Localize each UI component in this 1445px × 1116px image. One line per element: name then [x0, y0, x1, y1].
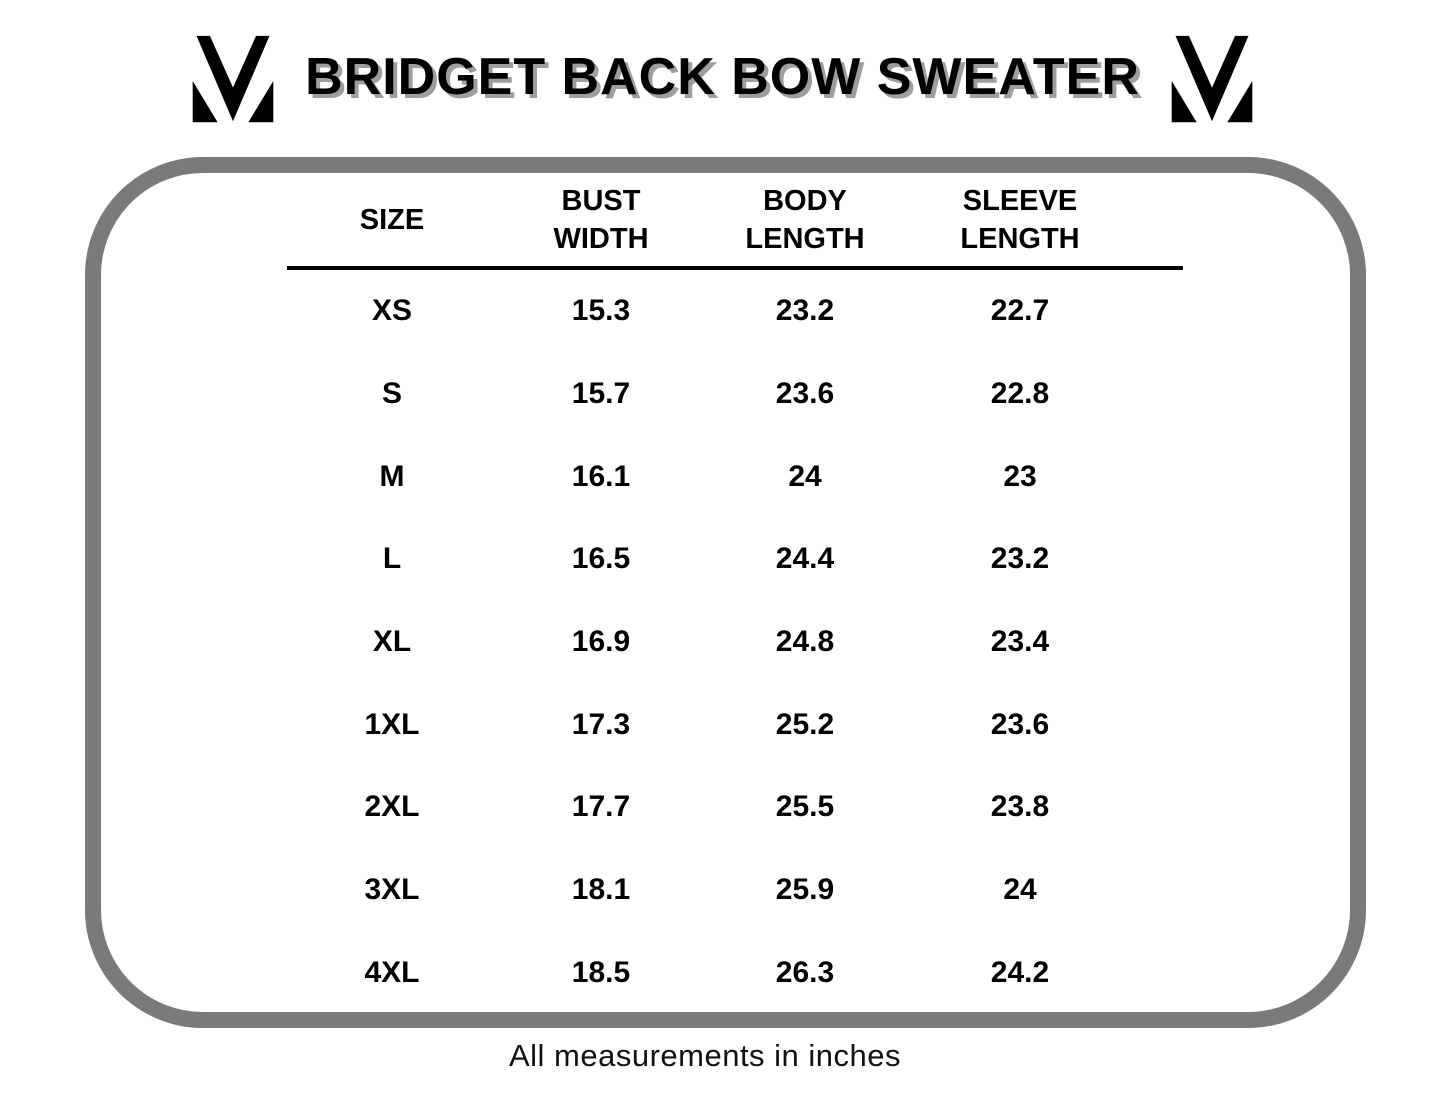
bust-width-value: 16.9 [571, 625, 631, 659]
size-label: M [379, 459, 405, 493]
bust-width-value: 18.1 [571, 873, 631, 907]
sleeve-length-value: 24 [1003, 873, 1037, 907]
column-header-bust-width: BUST WIDTH [553, 185, 649, 255]
chart-frame [85, 157, 1366, 1028]
bust-width-value: 17.3 [571, 707, 631, 741]
page-title: BRIDGET BACK BOW SWEATER [305, 47, 1140, 106]
body-length-value: 24.4 [775, 542, 835, 576]
bust-width-value: 15.7 [571, 377, 631, 411]
sleeve-length-value: 23.4 [990, 625, 1050, 659]
body-length-value: 25.9 [775, 873, 835, 907]
size-label: XS [371, 294, 413, 328]
sleeve-length-value: 23 [1003, 459, 1037, 493]
bust-width-value: 18.5 [571, 955, 631, 989]
size-label: 2XL [364, 790, 420, 824]
table-header-row: SIZE BUST WIDTH BODY LENGTH SLEEVE LENGT… [287, 183, 1183, 259]
table-row-3xl: 3XL 18.1 25.9 24 [287, 849, 1183, 932]
table-row-xs: XS 15.3 23.2 22.7 [287, 270, 1183, 353]
bust-width-value: 16.5 [571, 542, 631, 576]
size-label: 4XL [364, 955, 420, 989]
brand-m-monogram-icon [185, 31, 281, 129]
table-row-s: S 15.7 23.6 22.8 [287, 353, 1183, 436]
sleeve-length-value: 22.8 [990, 377, 1050, 411]
column-header-body-length: BODY LENGTH [745, 185, 865, 255]
size-label: 3XL [364, 873, 420, 907]
body-length-value: 24.8 [775, 625, 835, 659]
sleeve-length-value: 24.2 [990, 955, 1050, 989]
table-row-4xl: 4XL 18.5 26.3 24.2 [287, 932, 1183, 1015]
bust-width-value: 15.3 [571, 294, 631, 328]
sleeve-length-value: 23.2 [990, 542, 1050, 576]
table-row-l: L 16.5 24.4 23.2 [287, 518, 1183, 601]
sleeve-length-value: 23.6 [990, 707, 1050, 741]
table-row-2xl: 2XL 17.7 25.5 23.8 [287, 766, 1183, 849]
table-row-xl: XL 16.9 24.8 23.4 [287, 601, 1183, 684]
bust-width-value: 16.1 [571, 459, 631, 493]
size-label: XL [372, 625, 412, 659]
size-label: L [382, 542, 402, 576]
body-length-value: 25.2 [775, 707, 835, 741]
brand-m-monogram-icon [1164, 31, 1260, 129]
body-length-value: 25.5 [775, 790, 835, 824]
table-body: XS 15.3 23.2 22.7 S 15.7 23.6 22.8 M 16.… [287, 270, 1183, 1014]
size-label: 1XL [364, 707, 420, 741]
header-rule [287, 266, 1183, 270]
header: BRIDGET BACK BOW SWEATER [0, 22, 1445, 137]
table-row-1xl: 1XL 17.3 25.2 23.6 [287, 683, 1183, 766]
body-length-value: 23.6 [775, 377, 835, 411]
column-header-sleeve-length: SLEEVE LENGTH [960, 185, 1080, 255]
body-length-value: 26.3 [775, 955, 835, 989]
sleeve-length-value: 22.7 [990, 294, 1050, 328]
body-length-value: 24 [788, 459, 822, 493]
body-length-value: 23.2 [775, 294, 835, 328]
table-row-m: M 16.1 24 23 [287, 435, 1183, 518]
measurements-note: All measurements in inches [508, 1038, 902, 1073]
bust-width-value: 17.7 [571, 790, 631, 824]
size-table: SIZE BUST WIDTH BODY LENGTH SLEEVE LENGT… [287, 183, 1183, 1014]
sleeve-length-value: 23.8 [990, 790, 1050, 824]
size-label: S [381, 377, 402, 411]
column-header-size: SIZE [359, 204, 425, 237]
